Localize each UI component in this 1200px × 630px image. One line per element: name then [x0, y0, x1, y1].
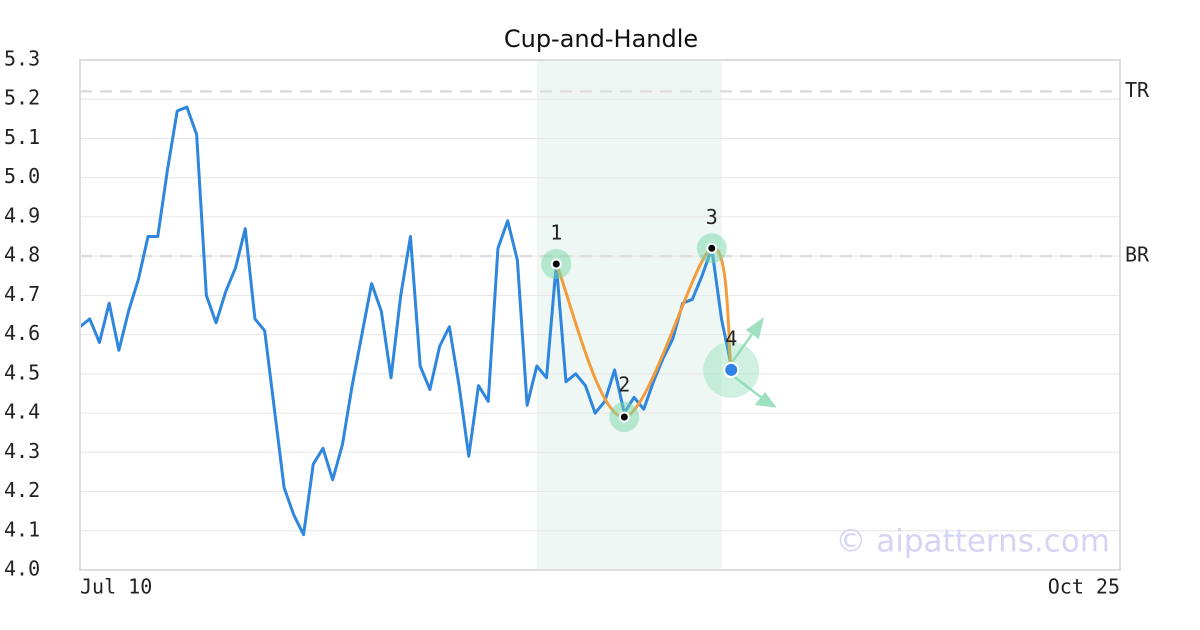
y-tick-label: 4.4 [4, 400, 40, 424]
pattern-point [618, 411, 630, 423]
y-tick-label: 5.3 [4, 47, 40, 71]
y-tick-label: 4.6 [4, 321, 40, 345]
y-tick-label: 4.3 [4, 439, 40, 463]
y-tick-label: 5.2 [4, 86, 40, 110]
pattern-point [706, 242, 718, 254]
y-tick-label: 4.2 [4, 478, 40, 502]
background-layer [536, 60, 722, 570]
chart-title: Cup-and-Handle [504, 25, 698, 53]
highlight-band [536, 60, 722, 570]
pattern-point [550, 258, 562, 270]
y-tick-label: 4.1 [4, 517, 40, 541]
pattern-point-label: 2 [618, 373, 630, 397]
y-tick-label: 4.8 [4, 243, 40, 267]
y-tick-label: 4.0 [4, 557, 40, 581]
plot-frame [79, 59, 1121, 571]
y-tick-label: 5.1 [4, 125, 40, 149]
y-tick-label: 4.5 [4, 360, 40, 384]
watermark: © aipatterns.com [835, 524, 1110, 560]
y-tick-label: 4.9 [4, 203, 40, 227]
y-tick-label: 5.0 [4, 164, 40, 188]
arrow-up-head [745, 317, 764, 340]
pattern-point [723, 361, 740, 378]
arrow-up [726, 329, 757, 369]
x-tick-label: Oct 25 [1048, 575, 1120, 599]
reference-label: BR [1125, 243, 1150, 267]
reference-label: TR [1125, 78, 1150, 102]
pattern-layer [541, 233, 760, 432]
pattern-point-label: 3 [706, 205, 718, 229]
pattern-point-label: 1 [550, 221, 562, 245]
pattern-curve [554, 246, 733, 419]
y-tick-label: 4.7 [4, 282, 40, 306]
pattern-point-label: 4 [725, 326, 737, 350]
arrow-down-head [754, 391, 777, 408]
direction-arrows [726, 317, 777, 408]
x-tick-label: Jul 10 [80, 575, 152, 599]
